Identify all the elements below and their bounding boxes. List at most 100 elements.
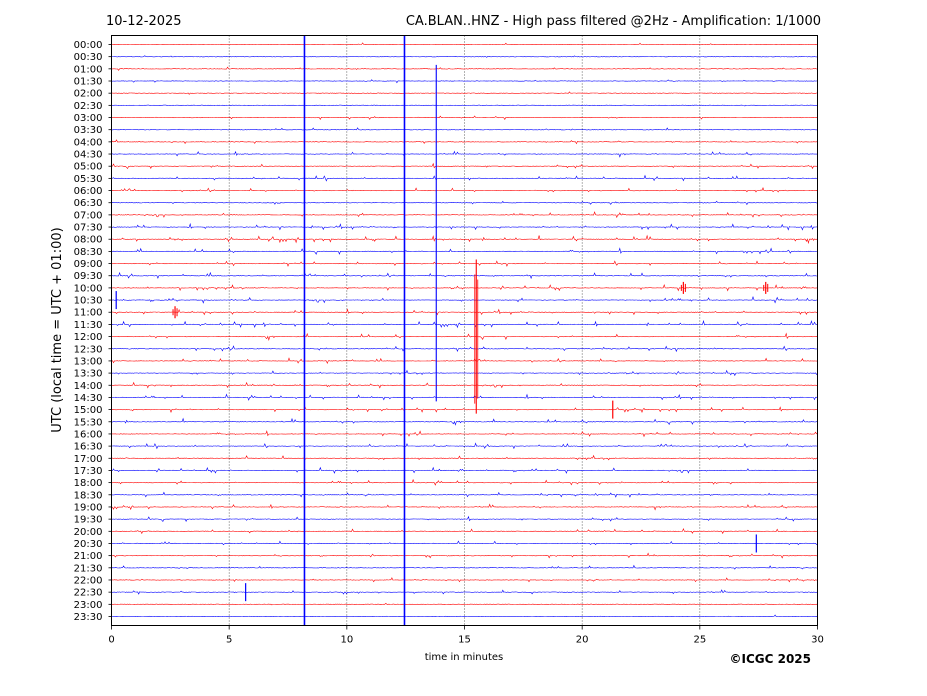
- trace-row: [111, 442, 818, 450]
- trace-row: [111, 491, 818, 498]
- trace-row: [111, 222, 818, 231]
- trace-row: [111, 589, 818, 595]
- trace-row: [111, 42, 818, 46]
- trace-row: [111, 406, 818, 413]
- y-tick-label: 01:30: [74, 77, 103, 88]
- y-tick-label: 02:00: [74, 89, 103, 100]
- y-tick-label: 04:30: [74, 150, 103, 161]
- trace-row: [111, 91, 818, 95]
- y-tick-label: 21:30: [74, 563, 103, 574]
- trace-row: [111, 478, 818, 486]
- y-tick-label: 04:00: [74, 137, 103, 148]
- trace-row: [111, 614, 818, 618]
- y-tick-label: 10:00: [74, 283, 103, 294]
- trace-row: [111, 319, 818, 329]
- trace-row: [111, 247, 818, 255]
- trace-row: [111, 345, 818, 353]
- vertical-gridlines: [228, 35, 701, 626]
- trace-row: [111, 187, 818, 193]
- x-tick-label: 0: [108, 635, 114, 646]
- y-tick-label: 02:30: [74, 101, 103, 112]
- y-tick-label: 09:30: [74, 271, 103, 282]
- trace-row: [111, 393, 818, 401]
- trace-row: [111, 454, 818, 461]
- y-tick-label: 06:00: [74, 186, 103, 197]
- y-tick-label: 21:00: [74, 551, 103, 562]
- y-tick-label: 07:30: [74, 223, 103, 234]
- trace-row: [111, 150, 818, 158]
- trace-row: [111, 295, 818, 304]
- trace-row: [111, 127, 818, 131]
- trace-row: [111, 55, 818, 58]
- trace-row: [111, 357, 818, 364]
- x-tick-label: 10: [340, 635, 353, 646]
- y-tick-label: 16:30: [74, 442, 103, 453]
- y-tick-label: 20:30: [74, 539, 103, 550]
- y-tick-label: 05:30: [74, 174, 103, 185]
- y-tick-label: 05:00: [74, 162, 103, 173]
- trace-row: [111, 271, 818, 280]
- trace-row: [111, 260, 818, 267]
- y-tick-label: 11:30: [74, 320, 103, 331]
- y-tick-label: 07:00: [74, 210, 103, 221]
- y-tick-label: 19:00: [74, 502, 103, 513]
- y-tick-label: 08:30: [74, 247, 103, 258]
- y-tick-label: 03:30: [74, 125, 103, 136]
- x-tick-label: 25: [693, 635, 706, 646]
- y-tick-label: 12:30: [74, 344, 103, 355]
- y-tick-label: 23:30: [74, 612, 103, 623]
- y-tick-label: 19:30: [74, 515, 103, 526]
- trace-row: [111, 369, 818, 377]
- y-tick-label: 18:00: [74, 478, 103, 489]
- y-tick-label: 00:00: [74, 40, 103, 51]
- x-axis-label: time in minutes: [425, 652, 504, 663]
- y-tick-label: 22:30: [74, 588, 103, 599]
- x-tick-label: 15: [458, 635, 471, 646]
- trace-row: [111, 466, 818, 474]
- trace-row: [111, 104, 818, 107]
- y-tick-label: 13:30: [74, 369, 103, 380]
- y-tick-label: 20:00: [74, 527, 103, 538]
- trace-row: [111, 66, 818, 71]
- y-tick-label: 17:00: [74, 454, 103, 465]
- seismic-traces: [111, 42, 818, 618]
- trace-row: [111, 139, 818, 145]
- x-tick-label: 20: [576, 635, 589, 646]
- trace-row: [111, 527, 818, 535]
- seismic-events: [115, 35, 769, 626]
- trace-row: [111, 115, 818, 121]
- y-tick-label: 01:00: [74, 64, 103, 75]
- y-tick-label: 06:30: [74, 198, 103, 209]
- y-tick-label: 14:30: [74, 393, 103, 404]
- y-tick-label: 15:30: [74, 417, 103, 428]
- y-tick-label: 13:00: [74, 356, 103, 367]
- y-tick-label: 12:00: [74, 332, 103, 343]
- y-tick-label: 18:30: [74, 490, 103, 501]
- x-tick-label: 5: [226, 635, 232, 646]
- trace-row: [111, 503, 818, 511]
- trace-row: [111, 430, 818, 438]
- trace-row: [111, 417, 818, 426]
- y-tick-label: 09:00: [74, 259, 103, 270]
- x-ticks: 0 5 10 15 20 25 30: [108, 625, 824, 646]
- y-tick-label: 14:00: [74, 381, 103, 392]
- trace-row: [111, 515, 818, 523]
- trace-row: [111, 162, 818, 170]
- y-tick-label: 03:00: [74, 113, 103, 124]
- trace-row: [111, 381, 818, 389]
- y-tick-label: 17:30: [74, 466, 103, 477]
- trace-row: [111, 332, 818, 341]
- y-tick-label: 15:00: [74, 405, 103, 416]
- y-tick-label: 10:30: [74, 296, 103, 307]
- trace-row: [111, 602, 818, 606]
- trace-row: [111, 234, 818, 245]
- y-tick-label: 08:00: [74, 235, 103, 246]
- trace-row: [111, 308, 818, 316]
- x-tick-label: 30: [811, 635, 824, 646]
- trace-row: [111, 564, 818, 570]
- copyright-label: ©ICGC 2025: [729, 652, 811, 666]
- y-axis-label: UTC (local time = UTC + 01:00): [50, 227, 65, 432]
- y-tick-label: 16:00: [74, 429, 103, 440]
